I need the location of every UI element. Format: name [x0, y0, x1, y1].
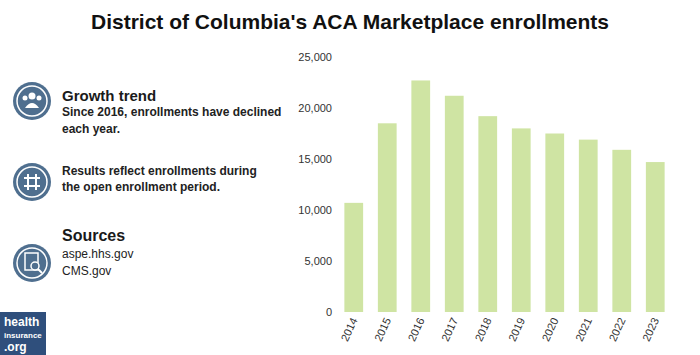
- tick-mark: [334, 210, 337, 211]
- icon-head: [23, 96, 28, 101]
- icon-ring: [17, 167, 47, 197]
- icon-lens: [31, 262, 39, 270]
- tick-mark: [334, 159, 337, 160]
- logo-box: [0, 312, 46, 355]
- x-tick-label: 2021: [573, 316, 594, 343]
- icon-document: [13, 244, 51, 282]
- y-tick-label: 5,000: [304, 255, 332, 267]
- bar: [411, 80, 430, 312]
- x-tick-label: 2022: [606, 316, 627, 343]
- tick-mark: [334, 108, 337, 109]
- growth-title: Growth trend: [62, 87, 156, 104]
- icon-ring: [17, 86, 47, 116]
- icon-people: [13, 82, 51, 120]
- x-tick-label: 2017: [439, 316, 460, 343]
- y-tick-label: 15,000: [298, 153, 332, 165]
- x-tick-label: 2016: [405, 316, 426, 343]
- y-tick-label: 10,000: [298, 204, 332, 216]
- bar: [478, 116, 497, 312]
- results-text: the open enrollment period.: [62, 180, 220, 194]
- icon-head: [37, 96, 42, 101]
- growth-text: Since 2016, enrollments have declined: [62, 105, 281, 119]
- tick-mark: [334, 261, 337, 262]
- icon-circle: [13, 244, 51, 282]
- y-tick-label: 20,000: [298, 102, 332, 114]
- page: District of Columbia's ACA Marketplace e…: [0, 0, 700, 355]
- growth-text: each year.: [62, 122, 120, 136]
- bar: [445, 96, 464, 312]
- chart-title: District of Columbia's ACA Marketplace e…: [91, 10, 609, 33]
- results-text: Results reflect enrollments during: [62, 164, 257, 178]
- icon-circle: [13, 163, 51, 201]
- icon-hash: [24, 174, 40, 190]
- bar: [512, 128, 531, 312]
- sources-title: Sources: [62, 227, 125, 244]
- logo-text: health: [4, 315, 39, 329]
- bar: [545, 134, 564, 313]
- logo: health insurance.org: [0, 312, 46, 355]
- y-tick-label: 0: [326, 306, 332, 318]
- bar: [344, 203, 363, 312]
- icon-page: [25, 253, 38, 270]
- x-tick-label: 2020: [539, 316, 560, 343]
- bar: [612, 150, 631, 312]
- y-tick-label: 25,000: [298, 51, 332, 63]
- icon-ring: [17, 248, 47, 278]
- x-tick-label: 2023: [640, 316, 661, 343]
- bar: [579, 140, 598, 312]
- bars: [344, 80, 664, 312]
- icon-circle: [13, 82, 51, 120]
- x-tick-label: 2019: [506, 316, 527, 343]
- x-tick-label: 2014: [338, 316, 359, 343]
- source-link: CMS.gov: [62, 264, 111, 278]
- logo-text: .org: [4, 340, 27, 354]
- icon-handle: [38, 269, 42, 273]
- logo-text: insurance: [4, 331, 42, 340]
- bar: [378, 123, 397, 312]
- icon-head: [29, 93, 36, 100]
- source-link: aspe.hhs.gov: [62, 247, 133, 261]
- tick-mark: [334, 312, 337, 313]
- icon-grid: [13, 163, 51, 201]
- x-tick-label: 2018: [472, 316, 493, 343]
- tick-mark: [334, 57, 337, 58]
- bar: [646, 162, 665, 312]
- icon-body: [25, 103, 39, 108]
- x-tick-label: 2015: [372, 316, 393, 343]
